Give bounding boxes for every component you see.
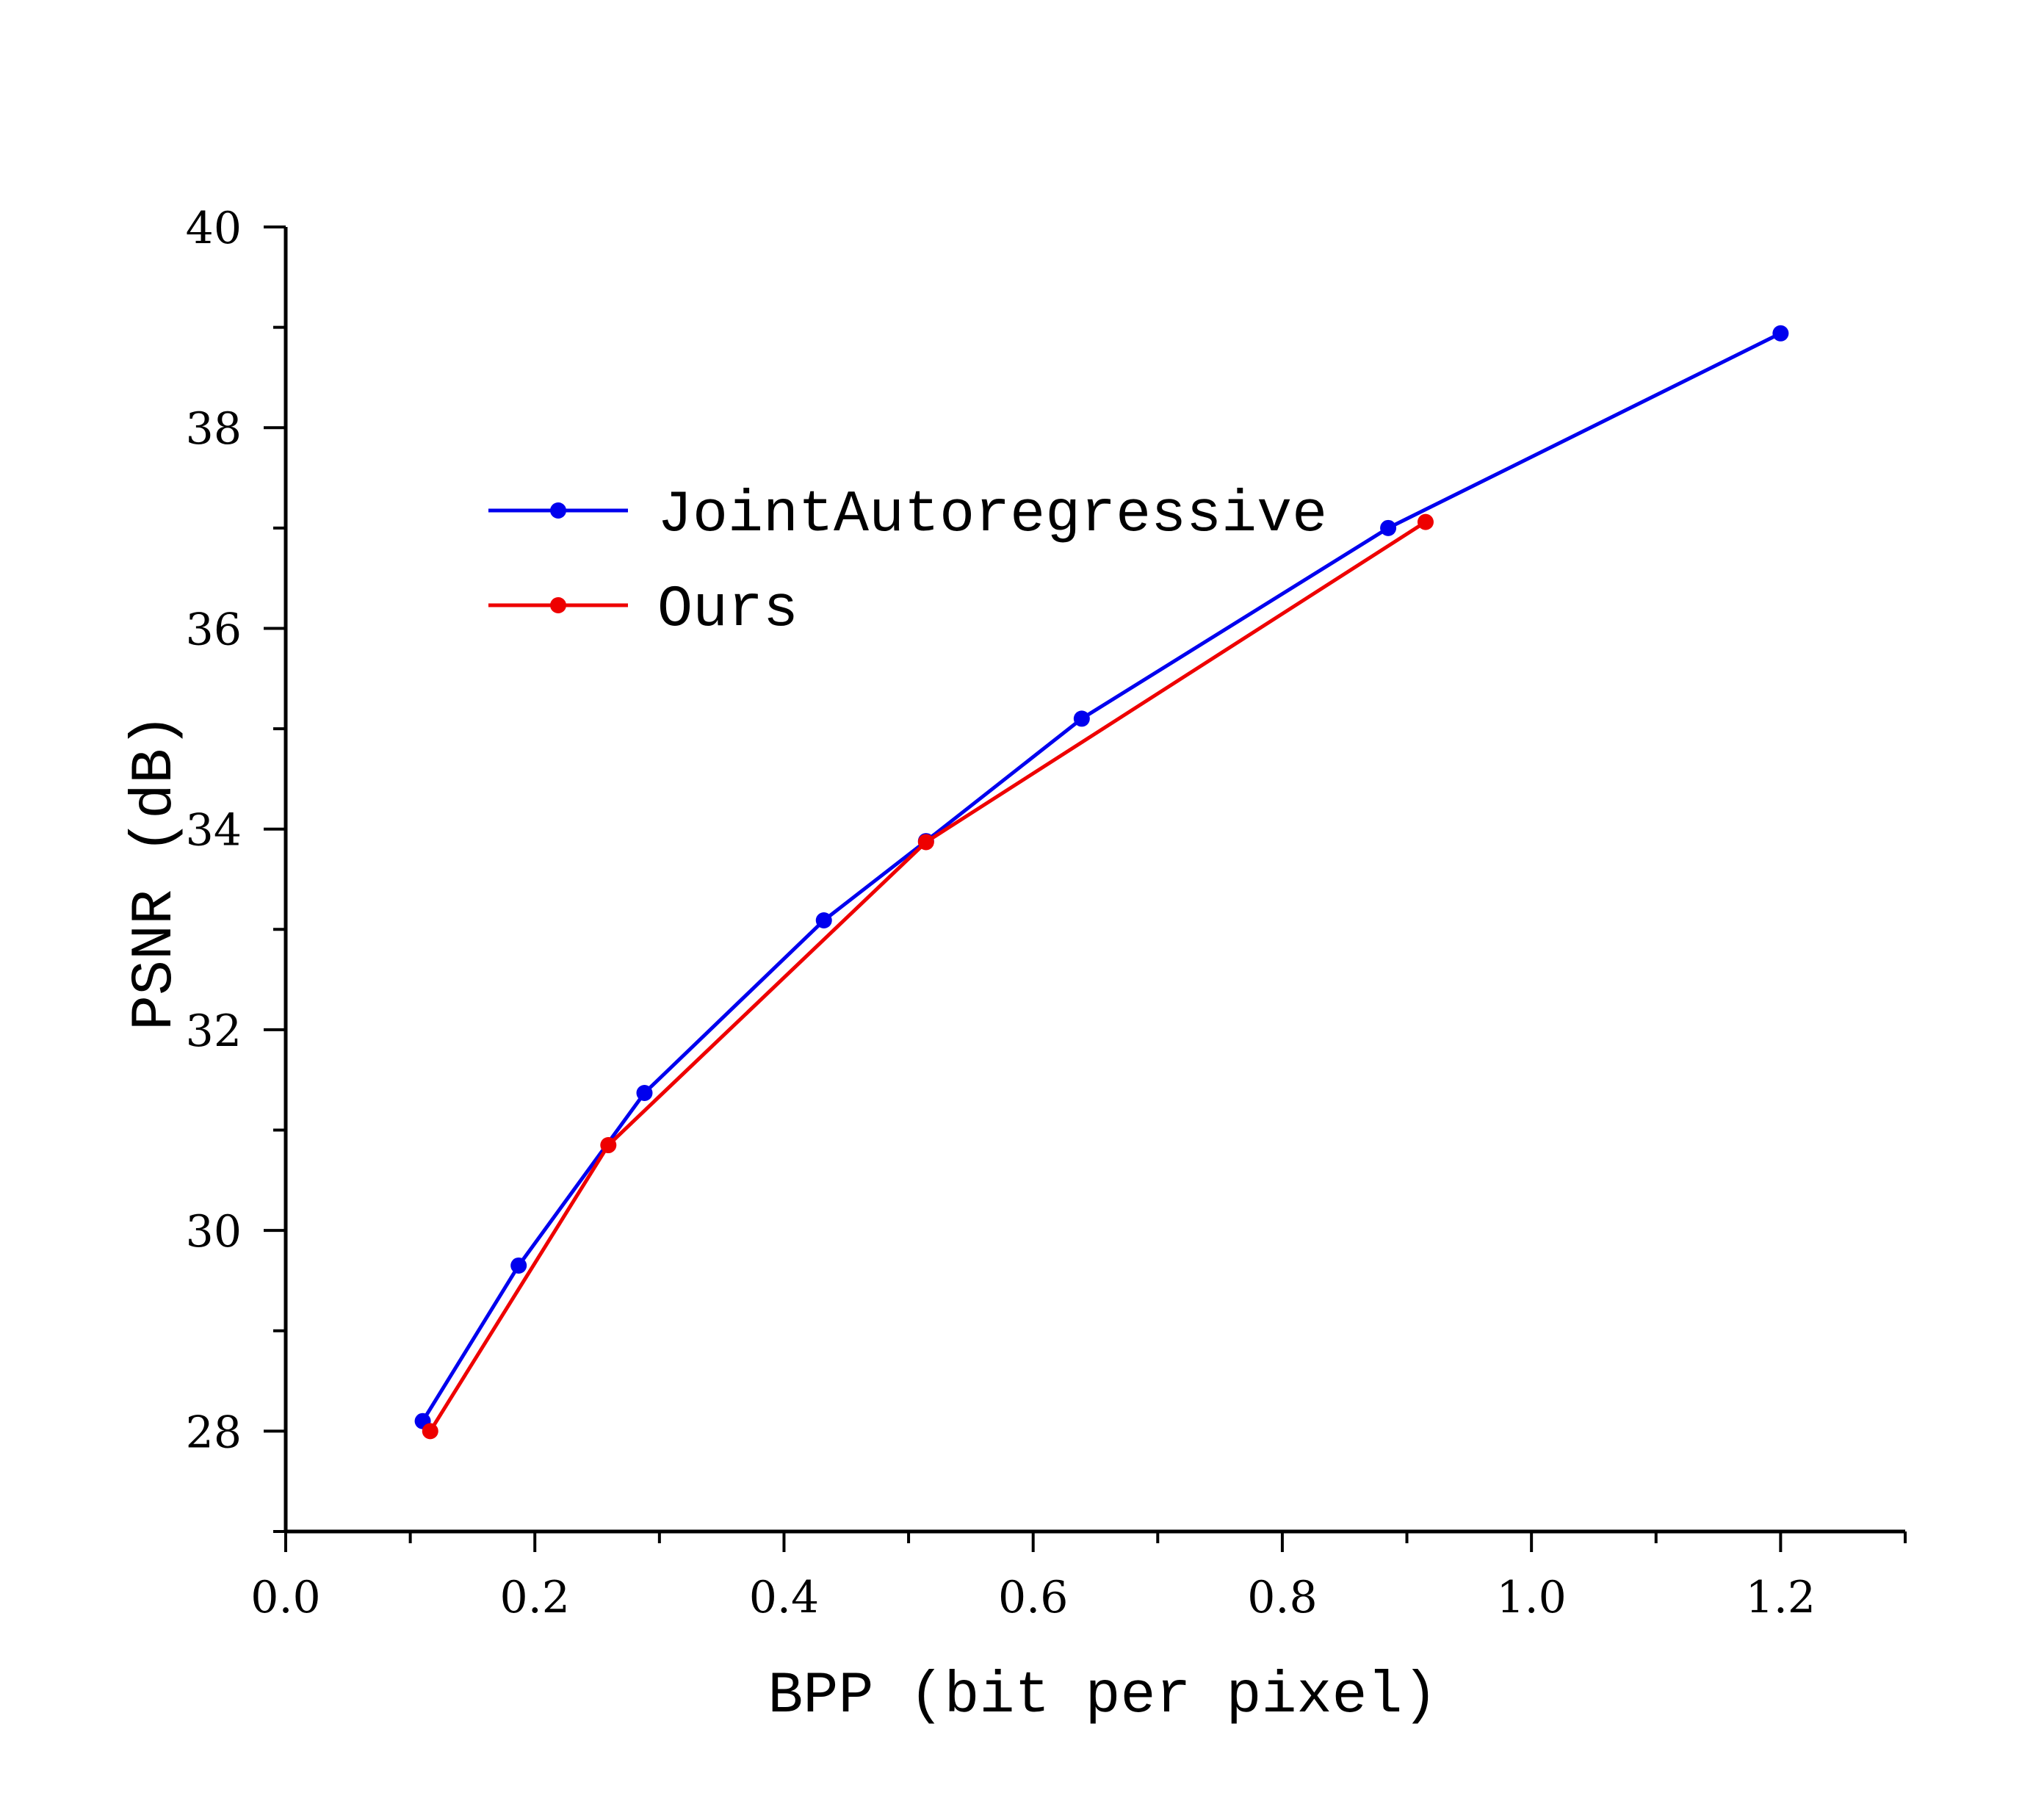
legend-item: Ours	[488, 577, 798, 643]
series-line	[428, 520, 1427, 1432]
series-line	[421, 331, 1782, 1423]
data-point	[917, 834, 934, 851]
y-tick-label: 28	[186, 1407, 242, 1458]
x-tick-label: 1.0	[1496, 1572, 1566, 1623]
data-point	[815, 912, 832, 929]
data-point	[422, 1423, 438, 1440]
data-point	[600, 1137, 617, 1154]
y-tick-label: 40	[186, 203, 242, 254]
data-point	[1417, 513, 1434, 530]
data-point	[1380, 519, 1397, 536]
y-tick-label: 36	[186, 604, 242, 655]
y-tick-label: 32	[186, 1006, 242, 1057]
data-point	[510, 1257, 527, 1274]
x-tick-label: 0.6	[998, 1572, 1068, 1623]
x-tick-label: 0.4	[749, 1572, 819, 1623]
legend-marker	[550, 502, 566, 519]
x-tick-label: 1.2	[1746, 1572, 1816, 1623]
legend-item: JointAutoregressive	[488, 482, 1327, 549]
series-ours	[422, 513, 1434, 1440]
data-point	[1772, 325, 1789, 342]
y-tick-label: 34	[186, 805, 242, 856]
x-axis-ticks: 0.0 0.2 0.4 0.6 0.8 1.0 1.2	[250, 1531, 1907, 1623]
x-tick-label: 0.2	[500, 1572, 570, 1623]
legend-label: Ours	[657, 577, 798, 643]
y-axis-title: PSNR (dB)	[122, 713, 189, 1031]
y-tick-label: 38	[186, 403, 242, 455]
x-tick-label: 0.8	[1247, 1572, 1317, 1623]
data-point	[1073, 710, 1090, 727]
axes	[284, 227, 1905, 1534]
x-tick-label: 0.0	[250, 1572, 320, 1623]
data-point	[636, 1084, 653, 1101]
legend: JointAutoregressive Ours	[488, 482, 1327, 643]
series-layer	[414, 325, 1789, 1440]
legend-label: JointAutoregressive	[657, 482, 1327, 549]
x-axis-title: BPP (bit per pixel)	[768, 1663, 1437, 1730]
y-axis-ticks: 28 30 32 34 36 38 40	[186, 203, 286, 1533]
legend-marker	[550, 597, 566, 613]
y-tick-label: 30	[186, 1206, 242, 1258]
